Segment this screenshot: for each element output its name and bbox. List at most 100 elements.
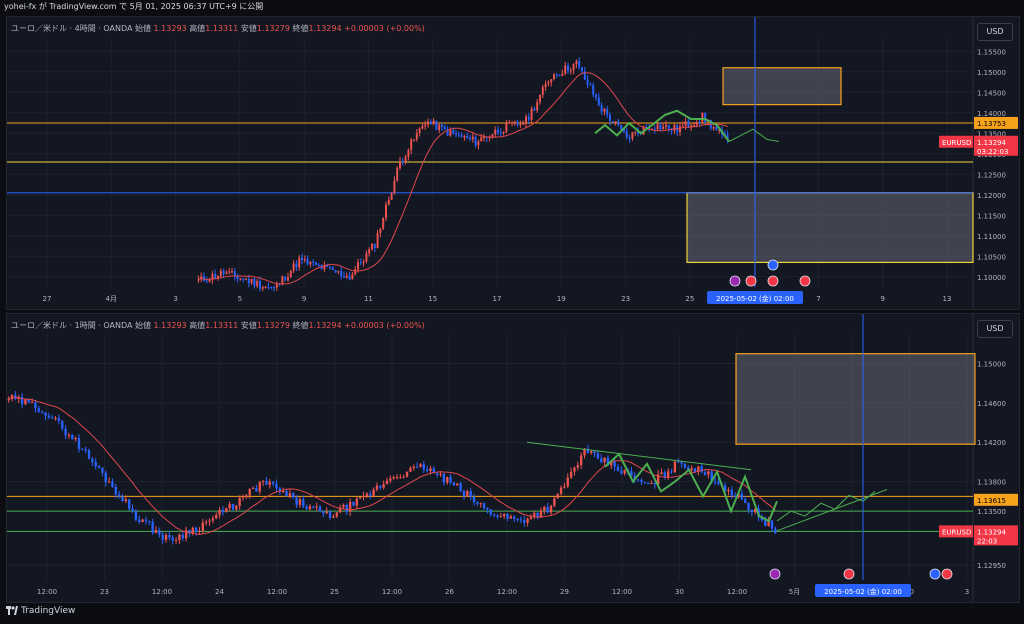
legend-change: +0.00003 (+0.00%) — [344, 321, 425, 330]
footer-brand[interactable]: TradingView — [6, 606, 75, 616]
candle-body — [393, 180, 396, 194]
candle-body — [491, 134, 494, 137]
candle-body — [474, 136, 477, 146]
candle-body — [332, 516, 335, 518]
candle-body — [740, 493, 744, 500]
candle-body — [54, 418, 57, 420]
candle-body — [256, 281, 259, 287]
candle-body — [64, 428, 67, 436]
candle-body — [533, 108, 536, 111]
candle-body — [228, 503, 231, 509]
candle-body — [443, 126, 446, 130]
legend-low-label: 安値 — [240, 24, 257, 33]
candle-body — [184, 530, 188, 539]
candle-body — [760, 517, 764, 521]
candle-body — [121, 496, 124, 501]
candle-body — [586, 79, 589, 85]
candle-body — [590, 451, 593, 453]
candle-body — [245, 495, 248, 497]
candle-body — [154, 530, 158, 533]
price-tick-label: 1.14000 — [977, 110, 1006, 118]
candle-body — [609, 114, 611, 122]
candle-body — [648, 127, 651, 129]
candle-body — [362, 261, 365, 263]
economic-event-icon — [941, 568, 953, 580]
candle-body — [717, 481, 720, 484]
candle-body — [138, 519, 141, 522]
candle-body — [402, 476, 405, 478]
candle-body — [215, 514, 218, 519]
candle-body — [477, 141, 480, 146]
candle-body — [653, 128, 656, 130]
candle-body — [275, 483, 278, 489]
candle-body — [295, 497, 298, 505]
legend-low-label: 安値 — [240, 321, 257, 330]
candle-body — [536, 102, 539, 111]
price-tick-label: 1.14200 — [977, 439, 1006, 447]
candle-body — [550, 79, 553, 83]
symbol-badge-text: EURUSD — [942, 139, 971, 147]
candle-body — [698, 121, 701, 123]
candle-body — [325, 511, 328, 514]
candle-body — [439, 473, 442, 475]
candle-body — [419, 464, 422, 467]
candle-body — [593, 451, 596, 454]
candle-body — [151, 521, 154, 533]
candle-body — [335, 512, 338, 517]
candle-body — [718, 129, 721, 131]
candle-body — [7, 399, 10, 401]
currency-button[interactable]: USD — [977, 23, 1013, 41]
trend-line — [526, 441, 752, 471]
candle-body — [539, 510, 543, 518]
candle-body — [295, 263, 298, 268]
candle-body — [446, 477, 449, 483]
candle-body — [218, 509, 221, 515]
candle-body — [660, 472, 663, 475]
candle-body — [225, 272, 228, 275]
candle-body — [171, 537, 174, 541]
candle-body — [238, 497, 241, 506]
candle-body — [355, 498, 359, 506]
candle-body — [368, 249, 371, 254]
candlestick-chart-1h[interactable]: 1.15000 1.14600 1.14200 1.13800 1.13500 1.129… — [7, 314, 1019, 602]
candle-body — [375, 485, 379, 490]
moving-average-line — [8, 396, 776, 535]
candle-body — [603, 108, 606, 112]
candle-body — [201, 522, 205, 531]
time-tick-label: 9 — [880, 295, 884, 303]
candle-body — [625, 131, 628, 138]
candle-body — [298, 257, 301, 268]
candle-body — [529, 517, 533, 519]
candle-body — [600, 105, 603, 112]
currency-button[interactable]: USD — [977, 320, 1013, 338]
candle-body — [348, 275, 351, 280]
candle-body — [225, 508, 228, 513]
time-tick-label: 23 — [100, 588, 109, 596]
time-tick-label: 5月 — [789, 588, 800, 596]
candle-body — [413, 139, 415, 141]
legend-prefix: ユーロ／米ドル · 4時間 · OANDA 始値 — [11, 24, 151, 33]
candle-body — [71, 434, 74, 440]
legend-close-label: 終値 — [292, 24, 309, 33]
candle-body — [84, 449, 87, 451]
candle-body — [161, 534, 164, 540]
economic-event-icon — [843, 568, 855, 580]
candle-body — [415, 466, 419, 468]
candle-body — [513, 121, 516, 123]
candle-body — [687, 121, 690, 127]
candle-body — [287, 277, 289, 281]
chart-panel-4h[interactable]: ユーロ／米ドル · 4時間 · OANDA 始値 1.13293 高値1.133… — [6, 16, 1020, 310]
candle-body — [583, 448, 586, 456]
candle-body — [357, 262, 359, 270]
chart-panel-1h[interactable]: ユーロ／米ドル · 1時間 · OANDA 始値 1.13293 高値1.133… — [6, 313, 1020, 603]
candle-body — [690, 125, 693, 127]
candle-body — [247, 279, 250, 284]
candle-body — [620, 124, 623, 130]
candle-body — [623, 129, 625, 132]
candlestick-chart-4h[interactable]: 1.155001.150001.145001.140001.135001.130… — [7, 17, 1019, 309]
candle-body — [546, 506, 549, 513]
candle-body — [124, 499, 128, 501]
candle-body — [603, 457, 606, 463]
candle-body — [589, 84, 592, 86]
candle-body — [457, 134, 460, 136]
